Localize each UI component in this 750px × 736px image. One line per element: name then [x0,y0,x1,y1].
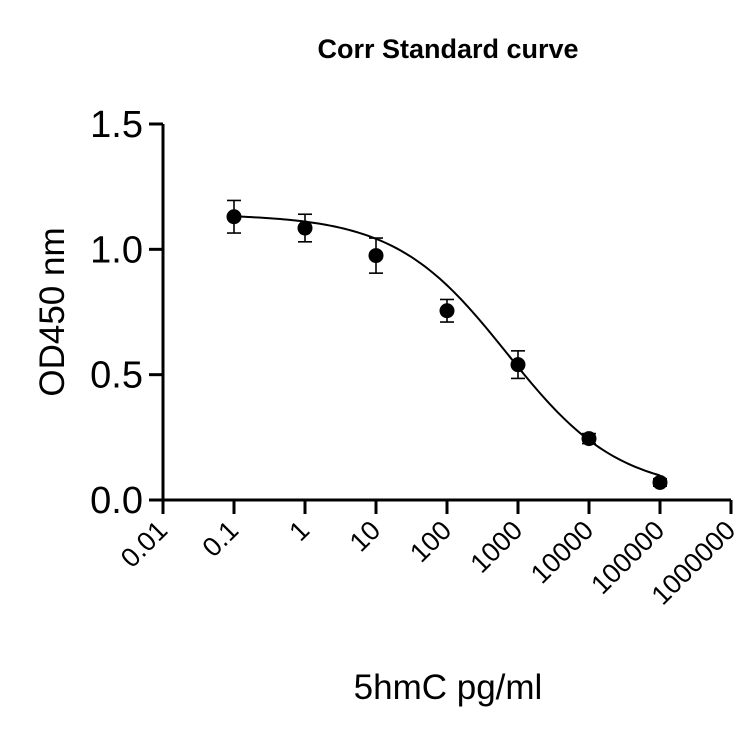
data-point [581,431,597,447]
x-tick-label: 100 [404,515,457,568]
data-point [510,357,526,373]
x-tick-label: 0.1 [196,515,244,563]
data-point [297,220,313,236]
chart-title: Corr Standard curve [317,34,578,64]
x-tick-label: 0.01 [115,515,173,573]
y-tick-label: 0.0 [90,480,143,522]
y-ticks: 0.0 0.5 1.0 1.5 [90,104,163,522]
data-points [226,199,668,490]
y-tick-label: 1.0 [90,229,143,271]
data-point [226,209,242,225]
data-point [368,248,384,264]
x-tick-label: 10 [344,515,386,557]
y-tick-label: 0.5 [90,355,143,397]
x-tick-label: 1000 [465,515,529,579]
x-tick-label: 1 [283,515,315,547]
data-point [439,303,455,319]
data-point [652,474,668,490]
y-tick-label: 1.5 [90,104,143,146]
y-axis-label: OD450 nm [33,227,72,396]
x-axis-label: 5hmC pg/ml [354,668,543,707]
